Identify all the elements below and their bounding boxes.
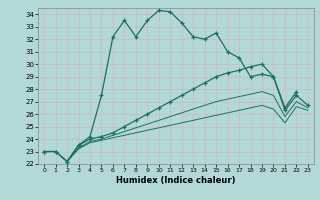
X-axis label: Humidex (Indice chaleur): Humidex (Indice chaleur) [116,176,236,185]
